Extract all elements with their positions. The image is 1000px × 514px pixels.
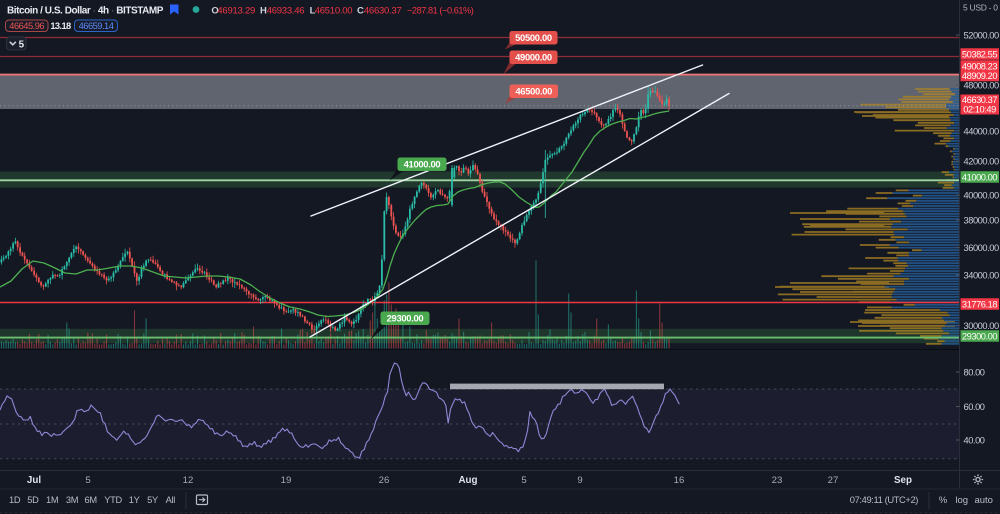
svg-text:5Y: 5Y (147, 495, 158, 505)
svg-text:Aug: Aug (458, 475, 477, 486)
svg-text:19: 19 (281, 475, 292, 486)
svg-text:1M: 1M (46, 495, 58, 505)
svg-text:31776.18: 31776.18 (962, 299, 997, 309)
svg-text:80.00: 80.00 (964, 367, 985, 377)
svg-text:50382.55: 50382.55 (962, 49, 997, 59)
svg-text:36000.00: 36000.00 (964, 243, 999, 253)
svg-text:44000.00: 44000.00 (964, 126, 999, 136)
svg-text:52000.00: 52000.00 (964, 30, 999, 40)
svg-text:42000.00: 42000.00 (964, 156, 999, 166)
svg-text:1Y: 1Y (129, 495, 140, 505)
svg-text:3M: 3M (66, 495, 78, 505)
svg-text:auto: auto (974, 495, 993, 506)
svg-text:O: O (211, 6, 218, 17)
svg-text:5D: 5D (27, 495, 39, 505)
svg-text:46630.37: 46630.37 (364, 6, 402, 17)
svg-text:Bitcoin / U.S. Dollar · 4h · B: Bitcoin / U.S. Dollar · 4h · BITSTAMP (7, 6, 164, 17)
svg-text:40.00: 40.00 (964, 435, 985, 445)
svg-text:27: 27 (828, 475, 839, 486)
svg-text:All: All (166, 495, 176, 505)
svg-text:38000.00: 38000.00 (964, 215, 999, 225)
svg-text:50500.00: 50500.00 (515, 32, 552, 43)
svg-text:48909.20: 48909.20 (962, 71, 997, 81)
svg-text:6M: 6M (85, 495, 97, 505)
svg-text:5: 5 (521, 475, 526, 486)
svg-text:41000.00: 41000.00 (962, 172, 997, 182)
svg-text:−287.81 (−0.61%): −287.81 (−0.61%) (407, 6, 474, 16)
svg-text:46630.37: 46630.37 (962, 95, 997, 105)
svg-text:1D: 1D (9, 495, 21, 505)
svg-text:YTD: YTD (104, 495, 122, 505)
svg-text:34000.00: 34000.00 (964, 270, 999, 280)
svg-text:29300.00: 29300.00 (962, 331, 997, 341)
svg-text:%: % (939, 495, 948, 506)
svg-text:16: 16 (674, 475, 685, 486)
svg-text:5: 5 (19, 40, 25, 51)
svg-text:30000.00: 30000.00 (964, 321, 999, 331)
svg-text:12: 12 (183, 475, 194, 486)
svg-text:Jul: Jul (27, 475, 41, 486)
svg-text:60.00: 60.00 (964, 402, 985, 412)
svg-text:23: 23 (772, 475, 783, 486)
svg-text:26: 26 (379, 475, 390, 486)
svg-text:Sep: Sep (894, 475, 912, 486)
svg-text:13.18: 13.18 (50, 21, 71, 31)
svg-text:46500.00: 46500.00 (515, 86, 552, 97)
svg-text:log: log (955, 495, 968, 506)
svg-text:41000.00: 41000.00 (404, 159, 441, 170)
svg-text:46510.00: 46510.00 (315, 6, 353, 17)
svg-text:9: 9 (577, 475, 582, 486)
svg-text:46659.14: 46659.14 (79, 21, 114, 31)
svg-text:07:49:11 (UTC+2): 07:49:11 (UTC+2) (850, 494, 918, 505)
svg-text:5: 5 (85, 475, 90, 486)
svg-text:02:10:49: 02:10:49 (963, 105, 996, 115)
svg-text:C: C (357, 6, 364, 17)
svg-text:5 USD - 0: 5 USD - 0 (963, 3, 998, 13)
svg-text:46645.96: 46645.96 (9, 21, 44, 31)
svg-text:40000.00: 40000.00 (964, 190, 999, 200)
svg-text:49000.00: 49000.00 (515, 52, 552, 63)
svg-text:H: H (260, 6, 267, 17)
svg-text:29300.00: 29300.00 (387, 313, 424, 324)
svg-text:49008.23: 49008.23 (962, 61, 997, 71)
svg-text:48000.00: 48000.00 (964, 80, 999, 90)
svg-text:46933.46: 46933.46 (267, 6, 305, 17)
svg-text:46913.29: 46913.29 (217, 6, 255, 17)
svg-text:L: L (310, 6, 316, 17)
